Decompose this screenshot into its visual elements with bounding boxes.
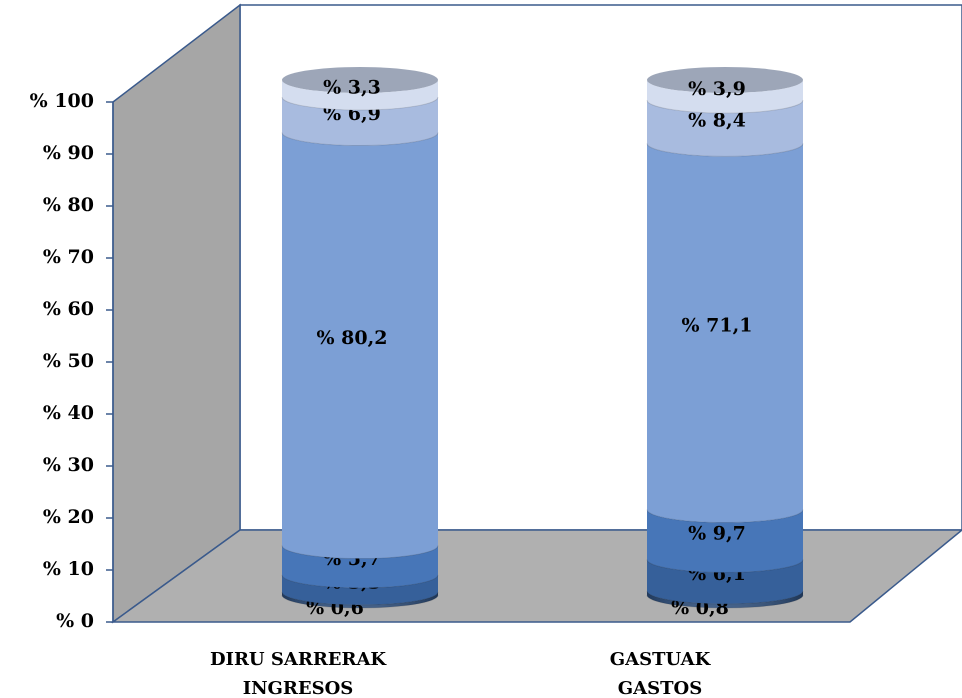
y-tick-label: % 40 <box>43 402 94 424</box>
segment-edge <box>281 132 439 147</box>
segment-edge <box>281 545 439 560</box>
y-tick-label: % 30 <box>43 454 94 476</box>
data-label: % 9,7 <box>688 522 746 544</box>
side-wall <box>112 3 241 624</box>
cylinder-segment <box>282 96 438 146</box>
segment-edge <box>646 590 804 605</box>
floor <box>110 529 962 623</box>
segment-edge <box>281 574 439 589</box>
y-tick-label: % 0 <box>56 610 94 632</box>
x-tick-label: DIRU SARRERAK <box>210 649 387 670</box>
segment-edge <box>281 591 439 606</box>
y-tick-label: % 20 <box>43 506 94 528</box>
y-tick-label: % 50 <box>43 350 94 372</box>
x-tick-label: GASTUAK <box>610 649 712 670</box>
cylinder-segment <box>647 80 803 114</box>
cylinder-segment <box>647 100 803 157</box>
cylinder-segment <box>282 132 438 559</box>
cylinder-segment <box>282 545 438 588</box>
data-label: % 71,1 <box>682 314 753 336</box>
segment-edge <box>646 509 804 524</box>
cylinder-segment <box>282 80 438 110</box>
y-tick-label: % 80 <box>43 194 94 216</box>
cylinder-segment <box>647 559 803 604</box>
segment-edge <box>646 559 804 573</box>
y-tick-label: % 70 <box>43 246 94 268</box>
y-tick-label: % 60 <box>43 298 94 320</box>
data-label: % 3,3 <box>323 76 381 98</box>
x-tick-label: INGRESOS <box>243 678 354 698</box>
segment-edge <box>646 99 804 114</box>
segment-edge <box>646 143 804 157</box>
data-label: % 80,2 <box>317 327 388 349</box>
cylinder-segment <box>647 143 803 523</box>
cylinder-segment <box>647 509 803 573</box>
cylinder-segment <box>282 574 438 605</box>
y-tick-label: % 10 <box>43 558 94 580</box>
data-label: % 3,9 <box>688 78 746 100</box>
segment-edge <box>281 96 439 111</box>
y-tick-label: % 90 <box>43 142 94 164</box>
y-tick-label: % 100 <box>30 90 94 112</box>
data-label: % 8,4 <box>688 110 746 132</box>
x-tick-label: GASTOS <box>618 678 702 698</box>
